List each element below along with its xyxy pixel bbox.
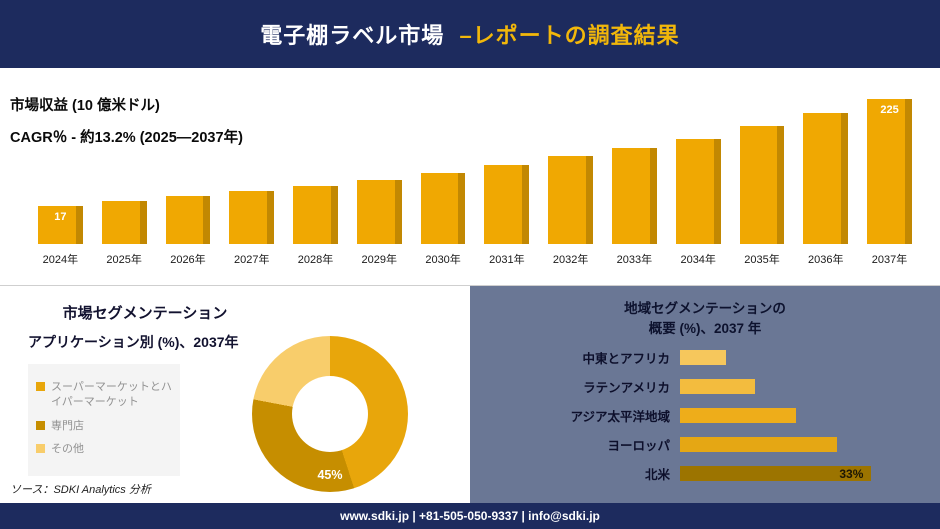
bar-value-label: 17 [54, 211, 67, 223]
region-value-label: 33% [839, 466, 864, 481]
region-label: アジア太平洋地域 [570, 410, 670, 424]
region-row: ヨーロッパ [470, 437, 940, 453]
revenue-bar [165, 196, 211, 244]
donut-legend: スーパーマーケットとハイパーマーケット専門店その他 [28, 364, 180, 476]
bar-value-label: 225 [880, 104, 899, 116]
report-title-highlight: –レポートの調査結果 [459, 23, 680, 48]
region-label: ラテンアメリカ [583, 381, 670, 395]
region-row: アジア太平洋地域 [470, 408, 940, 424]
region-bar: 33% [680, 466, 872, 481]
legend-label: その他 [51, 443, 84, 456]
report-title: 電子棚ラベル市場 –レポートの調査結果 [260, 18, 679, 50]
regional-segmentation-panel: 地域セグメンテーションの 概要 (%)、2037 年 中東とアフリカ ラテンアメリ… [470, 286, 940, 503]
revenue-bar [356, 180, 402, 244]
legend-swatch [36, 420, 45, 430]
revenue-bar: 17 [38, 206, 83, 244]
revenue-bar-column: 17 2024年 [38, 206, 83, 267]
regional-bars: 中東とアフリカ ラテンアメリカアジア太平洋地域ヨーロッパ北米 33% [470, 350, 940, 495]
application-donut [252, 336, 408, 492]
year-axis-label: 2037年 [871, 254, 908, 266]
revenue-bar-column: 225 2037年 [867, 99, 912, 267]
year-axis-label: 2030年 [425, 254, 461, 266]
region-bar [680, 408, 796, 423]
regional-title-line2: 概要 (%)、2037 年 [648, 321, 762, 337]
cagr-label: CAGR％ - 約13.2% (2025―2037年) [10, 130, 243, 146]
regional-title: 地域セグメンテーションの 概要 (%)、2037 年 [470, 286, 940, 340]
source-note: ソース：SDKI Analytics 分析 [10, 484, 151, 496]
year-axis-label: 2031年 [489, 254, 525, 266]
legend-item: スーパーマーケットとハイパーマーケット [36, 380, 172, 411]
revenue-bar-column: 2028年 [293, 186, 338, 267]
region-bar [680, 379, 756, 394]
year-axis-label: 2033年 [616, 254, 653, 266]
region-row: 北米 33% [470, 466, 940, 482]
revenue-bar-column: 2036年 [803, 113, 849, 267]
revenue-bar-column: 2034年 [675, 139, 721, 267]
report-title-market: 電子棚ラベル市場 [260, 23, 445, 48]
year-axis-label: 2028年 [297, 254, 334, 266]
revenue-bar [420, 173, 466, 244]
region-label: ヨーロッパ [607, 439, 670, 453]
revenue-bar-column: 2031年 [484, 165, 530, 267]
revenue-bar-column: 2032年 [548, 156, 594, 267]
revenue-bar [739, 126, 785, 244]
region-bar [680, 350, 727, 365]
revenue-bar-chart: 17 2024年 2025年 2026年 2027年 2028年 2029年 2030年 203… [38, 93, 912, 267]
year-axis-label: 2027年 [233, 254, 270, 266]
footer: www.sdki.jp | +81-505-050-9337 | info@sd… [0, 503, 940, 529]
revenue-bar-column: 2027年 [229, 191, 275, 267]
legend-item: 専門店 [36, 419, 172, 434]
legend-item: その他 [36, 442, 172, 457]
revenue-bar [293, 186, 338, 244]
year-axis-label: 2025年 [106, 254, 142, 266]
revenue-bar [803, 113, 849, 244]
year-axis-label: 2026年 [170, 254, 206, 266]
donut-value-label: 45% [317, 468, 343, 482]
year-axis-label: 2029年 [361, 254, 398, 266]
revenue-bar [229, 191, 275, 244]
revenue-bar-column: 2026年 [165, 196, 211, 267]
year-axis-label: 2036年 [808, 254, 844, 266]
revenue-bar [612, 148, 657, 244]
legend-label: 専門店 [51, 419, 84, 432]
legend-swatch [36, 444, 45, 454]
application-segmentation-panel: 市場セグメンテーション アプリケーション別 (%)、2037年 スーパーマーケッ… [0, 286, 470, 503]
region-row: ラテンアメリカ [470, 379, 940, 395]
year-axis-label: 2024年 [42, 254, 79, 266]
year-axis-label: 2035年 [744, 254, 780, 266]
region-bar [680, 437, 837, 452]
region-row: 中東とアフリカ [470, 350, 940, 366]
revenue-bar-column: 2029年 [356, 180, 402, 267]
region-label: 中東とアフリカ [582, 352, 670, 366]
revenue-bar-column: 2035年 [739, 126, 785, 267]
revenue-bar-column: 2033年 [612, 148, 657, 267]
revenue-section: 市場収益 (10 億米ドル) CAGR％ - 約13.2% (2025―2037… [0, 68, 940, 285]
legend-swatch [36, 382, 45, 391]
report-header: 電子棚ラベル市場 –レポートの調査結果 [0, 0, 940, 68]
revenue-bar-column: 2030年 [420, 173, 466, 267]
revenue-metric-label: 市場収益 (10 億米ドル) [10, 98, 160, 114]
segmentation-title: 市場セグメンテーション [62, 305, 228, 322]
footer-contact: www.sdki.jp | +81-505-050-9337 | info@sd… [340, 509, 600, 523]
region-label: 北米 [644, 468, 670, 482]
year-axis-label: 2032年 [552, 254, 589, 266]
revenue-bar [675, 139, 721, 244]
revenue-bar [484, 165, 530, 244]
revenue-bar [548, 156, 594, 244]
revenue-bar: 225 [867, 99, 912, 244]
donut-chart-area: 45% [252, 336, 408, 492]
regional-title-line1: 地域セグメンテーションの [624, 301, 786, 316]
revenue-bar-column: 2025年 [101, 201, 147, 267]
year-axis-label: 2034年 [680, 254, 716, 266]
legend-label: スーパーマーケットとハイパーマーケット [51, 381, 172, 409]
segmentation-subtitle: アプリケーション別 (%)、2037年 [28, 334, 239, 350]
revenue-bar [101, 201, 147, 244]
bottom-section: 市場セグメンテーション アプリケーション別 (%)、2037年 スーパーマーケッ… [0, 285, 940, 503]
